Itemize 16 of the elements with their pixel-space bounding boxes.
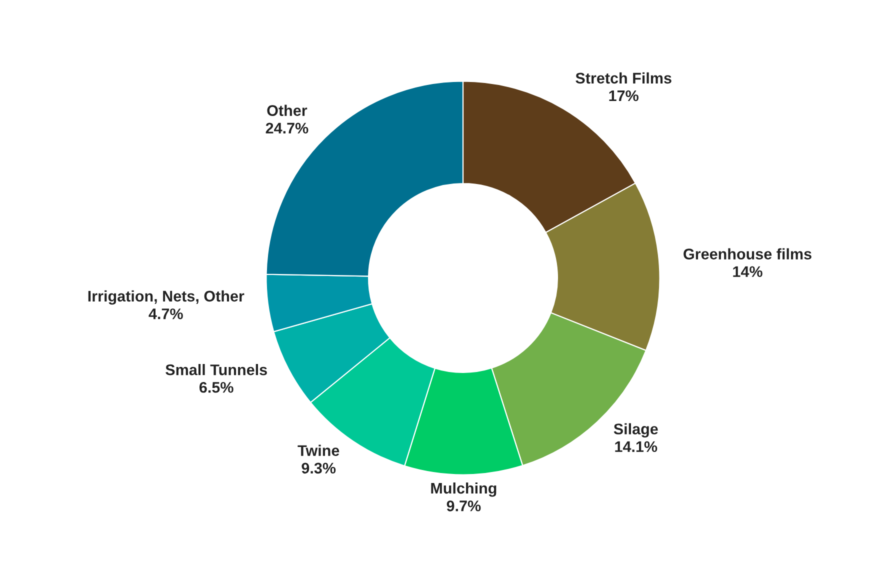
slice-label: Stretch Films xyxy=(576,72,672,84)
slice-label: Small Tunnels xyxy=(166,364,267,376)
data-label: 4.7% xyxy=(148,308,183,320)
data-label: 6.5% xyxy=(199,382,234,393)
slice-label: Other xyxy=(267,104,308,116)
data-label: 9.7% xyxy=(446,500,481,512)
slice-label: Greenhouse films xyxy=(684,248,812,260)
data-label: 14% xyxy=(733,266,762,278)
data-label: 17% xyxy=(609,90,638,102)
slice-label: Silage xyxy=(614,423,658,438)
slice-label: Irrigation, Nets, Other xyxy=(88,290,244,305)
slice-label: Twine xyxy=(298,444,340,456)
data-label: 24.7% xyxy=(266,122,308,134)
data-label: 9.3% xyxy=(302,462,336,474)
data-label: 14.1% xyxy=(615,441,658,452)
slice-label: Mulching xyxy=(431,482,496,497)
